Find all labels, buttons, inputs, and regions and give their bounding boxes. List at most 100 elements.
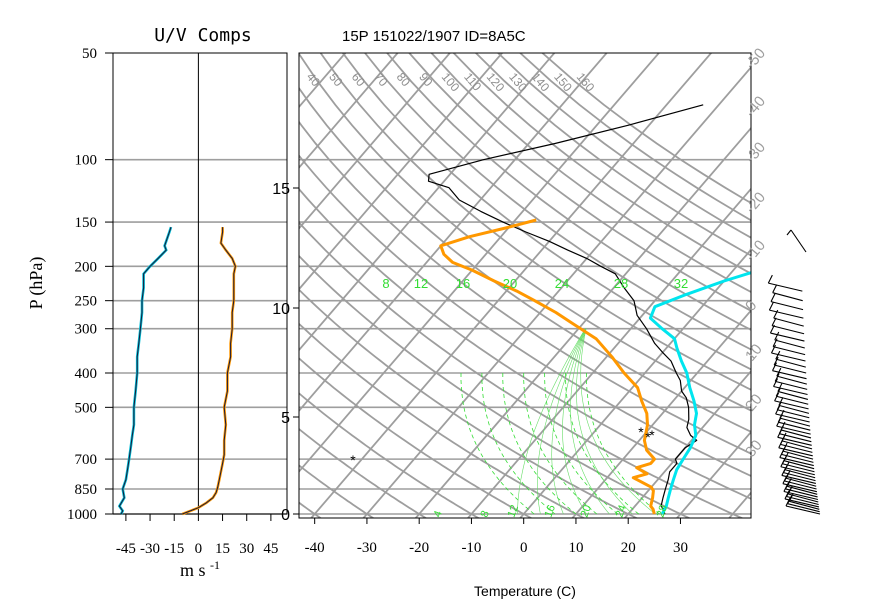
wind-barb <box>774 400 809 410</box>
mixing-ratio-line <box>517 328 586 515</box>
isotherm-label: 30 <box>742 437 766 461</box>
wind-barb-flag <box>782 442 788 452</box>
isotherm-line <box>299 53 452 230</box>
wind-barb <box>775 413 810 423</box>
uv-y-ticks: 50 100 150 200 250 300 400 500 700 850 1000 <box>67 46 113 523</box>
wind-barb <box>777 390 809 400</box>
wind-barb <box>781 453 814 463</box>
mixing-ratio-label: 20 <box>503 276 517 291</box>
temperature-tick-label: -40 <box>305 540 325 556</box>
isotherm-line <box>519 248 751 518</box>
wind-barb-flag <box>772 362 777 371</box>
wind-barb <box>780 429 812 439</box>
wind-barb <box>777 436 812 446</box>
dry-adiabat <box>299 501 322 518</box>
sounding-line <box>648 271 751 515</box>
wetbulb-line <box>523 373 598 515</box>
temperature-tick-label: 0 <box>520 540 528 556</box>
uv-frame <box>112 52 288 515</box>
wetbulb-label: 12 <box>506 503 521 519</box>
wind-barb <box>785 469 816 479</box>
wind-barb <box>774 364 807 374</box>
uv-x-tick-label: -45 <box>116 541 136 557</box>
uv-x-axis-unit: m s <box>180 560 210 580</box>
uv-panel-title: U/V Comps <box>154 25 252 46</box>
wind-barb <box>780 443 813 453</box>
wetbulb-line <box>481 373 556 515</box>
wind-barb-flag <box>770 344 776 354</box>
km-tick-label: 5 <box>281 410 290 427</box>
moist-guidelines <box>460 328 660 515</box>
temperature-axis-label: Temperature (C) <box>474 583 576 599</box>
uv-y-tick-label: 100 <box>75 153 98 169</box>
dry-adiabat <box>299 187 751 500</box>
wind-barb <box>772 370 807 380</box>
wind-barb <box>772 292 803 302</box>
isotherm-line <box>299 53 347 109</box>
mixing-ratio-label: 28 <box>614 276 628 291</box>
dry-adiabat <box>299 154 751 477</box>
isotherm-line <box>299 53 504 291</box>
mixing-ratio-line <box>537 328 586 515</box>
uv-x-tick-label: -30 <box>140 541 160 557</box>
isotherm-line <box>299 53 556 352</box>
wind-barb <box>781 440 813 450</box>
wind-barb <box>784 498 820 508</box>
isotherm-label: -30 <box>742 139 769 167</box>
uv-y-tick-label: 250 <box>75 294 98 310</box>
wind-barb <box>778 447 813 457</box>
wind-barb <box>776 395 809 405</box>
dry-adiabat-label: 120 <box>484 70 508 95</box>
isotherm-line <box>299 53 608 413</box>
temperature-tick-label: -30 <box>357 540 377 556</box>
wind-barb <box>783 490 819 501</box>
mixing-ratio-line <box>562 328 587 515</box>
isotherm-line <box>299 53 399 170</box>
uv-y-tick-label: 150 <box>75 215 98 231</box>
wetbulb-line <box>460 373 535 515</box>
wind-barb <box>775 380 808 390</box>
uv-x-axis-exponent: -1 <box>210 558 220 572</box>
wind-barb <box>768 282 803 292</box>
mixing-ratio-label: 16 <box>456 276 470 291</box>
wind-barb-flag <box>774 331 780 341</box>
uv-y-tick-label: 400 <box>75 366 98 382</box>
wetbulb-line <box>544 372 619 515</box>
dry-adiabat-label: 150 <box>551 70 575 95</box>
wind-barb <box>774 339 805 349</box>
wind-barb <box>783 472 816 482</box>
star-marker: * <box>649 427 655 443</box>
isotherm-line <box>0 19 323 522</box>
wind-barb <box>787 485 818 495</box>
temperature-tick-label: -20 <box>409 540 429 556</box>
wind-barb <box>775 358 806 368</box>
dry-adiabat <box>299 221 744 518</box>
uv-y-tick-label: 1000 <box>67 507 97 523</box>
uv-y-tick-label: 300 <box>75 322 98 338</box>
wind-barb-flag <box>773 356 779 366</box>
uv-x-tick-label: 0 <box>195 541 203 557</box>
uv-x-axis-label: m s -1 <box>180 558 220 580</box>
isotherm-label: -50 <box>742 45 769 73</box>
dry-adiabat <box>299 86 751 433</box>
chart-title: 15P 151022/1907 ID=8A5C <box>342 28 526 45</box>
mixing-ratio-label: 32 <box>674 276 688 291</box>
dry-adiabat-label: 80 <box>394 70 414 89</box>
isotherm-label: 20 <box>742 391 766 415</box>
wind-barb-flag <box>768 301 774 311</box>
star-marker: * <box>645 429 651 445</box>
wind-barb <box>779 457 814 467</box>
uv-series-outline <box>182 227 236 515</box>
isotherm-line <box>310 53 713 518</box>
isotherm-label: -40 <box>742 93 769 121</box>
skewt-series <box>427 104 751 515</box>
wind-barb <box>777 409 810 419</box>
temperature-tick-label: 10 <box>568 540 583 556</box>
uv-y-tick-label: 850 <box>75 482 98 498</box>
wind-barb-flag <box>772 284 778 293</box>
dry-adiabat-label: 70 <box>371 70 391 89</box>
wind-barb <box>789 500 820 510</box>
star-markers: ** ** <box>350 424 655 468</box>
uv-y-axis-label: P (hPa) <box>26 257 47 310</box>
